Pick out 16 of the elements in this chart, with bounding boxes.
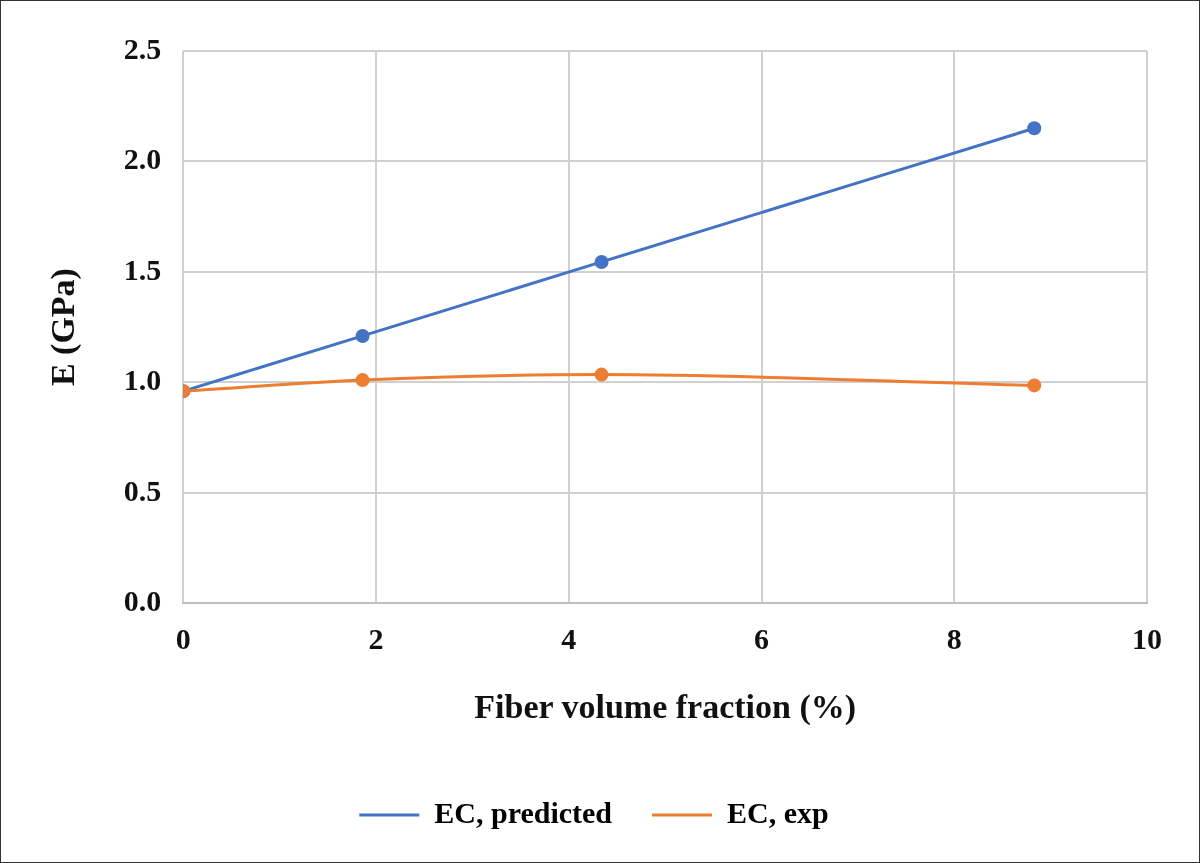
y-tick-label: 0.0 <box>123 583 162 617</box>
y-axis-title: E (GPa) <box>44 268 83 387</box>
legend-label: EC, predicted <box>434 795 613 829</box>
y-tick-label: 2.5 <box>123 31 162 65</box>
y-tick-label: 2.0 <box>123 142 162 176</box>
x-tick-label: 6 <box>754 621 770 655</box>
x-axis-title: Fiber volume fraction (%) <box>474 688 857 727</box>
x-tick-label: 4 <box>561 621 577 655</box>
x-tick-label: 0 <box>175 621 191 655</box>
x-tick-label: 10 <box>1132 621 1162 655</box>
y-tick-label: 1.5 <box>123 252 162 286</box>
x-tick-label: 8 <box>946 621 962 655</box>
x-tick-label: 2 <box>368 621 384 655</box>
legend-label: EC, exp <box>727 795 829 829</box>
y-tick-label: 0.5 <box>123 473 162 507</box>
y-tick-label: 1.0 <box>123 363 162 397</box>
